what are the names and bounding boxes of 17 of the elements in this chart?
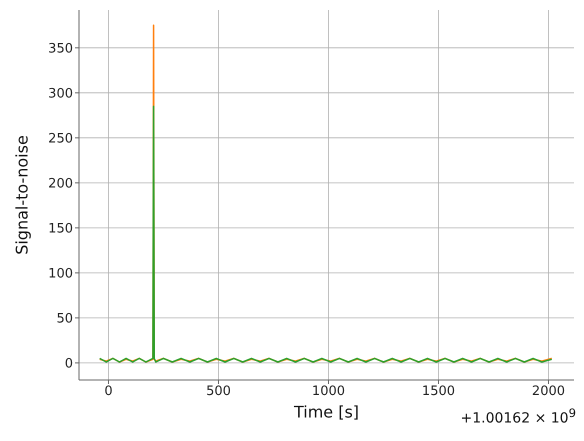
y-tick-label: 50 — [56, 312, 73, 326]
y-tick-label: 300 — [48, 86, 73, 102]
x-tick-label: 1500 — [422, 384, 456, 400]
x-axis-title: Time [s] — [292, 402, 360, 422]
y-axis-title: Signal-to-noise — [12, 135, 32, 255]
y-tick-label: 100 — [48, 266, 73, 282]
y-tick-label: 150 — [48, 221, 73, 236]
line-series — [98, 106, 553, 363]
y-tick-label: 200 — [48, 176, 73, 192]
y-tick-label: 250 — [48, 131, 73, 146]
y-tick-label: 350 — [48, 41, 73, 56]
x-tick-label: 0 — [104, 384, 113, 400]
y-tick-label: 0 — [64, 356, 73, 372]
x-tick-label: 1000 — [312, 384, 346, 400]
x-tick-label: 500 — [206, 384, 231, 400]
text: +1.00162 × 10$^{9}$ — [460, 406, 576, 427]
x-tick-label: 2000 — [532, 384, 566, 400]
